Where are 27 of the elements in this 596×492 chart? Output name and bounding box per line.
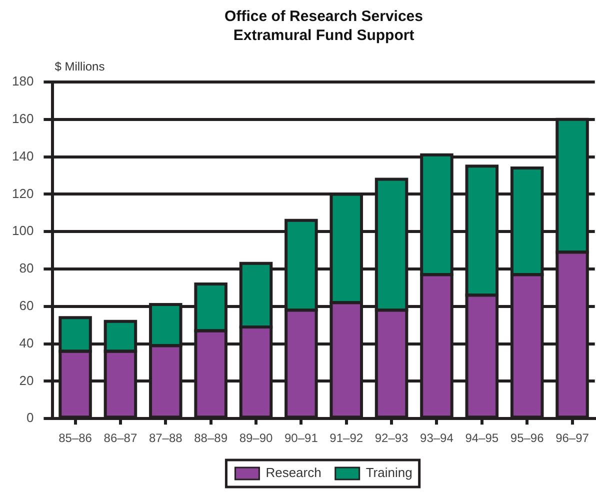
y-tick-label: 160 [12, 110, 34, 126]
x-tick-label: 95–96 [510, 431, 544, 446]
x-tick-label: 91–92 [330, 431, 364, 446]
x-tick-label: 87–88 [148, 431, 183, 446]
y-tick-label: 40 [19, 335, 34, 350]
y-tick-label: 80 [19, 260, 34, 276]
x-tick-label: 92–93 [374, 431, 409, 446]
x-tick-label: 85–86 [58, 431, 92, 446]
y-axis-title: $ Millions [54, 59, 105, 74]
legend-label: Research [266, 465, 322, 480]
legend-label: Training [366, 465, 412, 480]
y-tick-label: 60 [19, 298, 34, 313]
x-tick-label: 93–94 [420, 431, 454, 446]
y-tick-label: 120 [12, 186, 34, 201]
y-tick-label: 20 [19, 372, 34, 388]
x-tick-label: 89–90 [239, 431, 274, 446]
y-tick-label: 100 [12, 223, 34, 238]
x-tick-label: 88–89 [194, 431, 228, 446]
y-tick-label: 0 [26, 410, 34, 426]
x-tick-label: 90–91 [284, 431, 318, 446]
y-tick-label: 180 [12, 74, 34, 89]
x-tick-label: 96–97 [556, 431, 590, 446]
y-tick-label: 140 [12, 148, 34, 164]
chart-subtitle: Extramural Fund Support [233, 27, 414, 44]
x-tick-label: 94–95 [465, 431, 499, 446]
x-tick-label: 86–87 [104, 431, 138, 446]
chart-title: Office of Research Services [224, 8, 423, 26]
